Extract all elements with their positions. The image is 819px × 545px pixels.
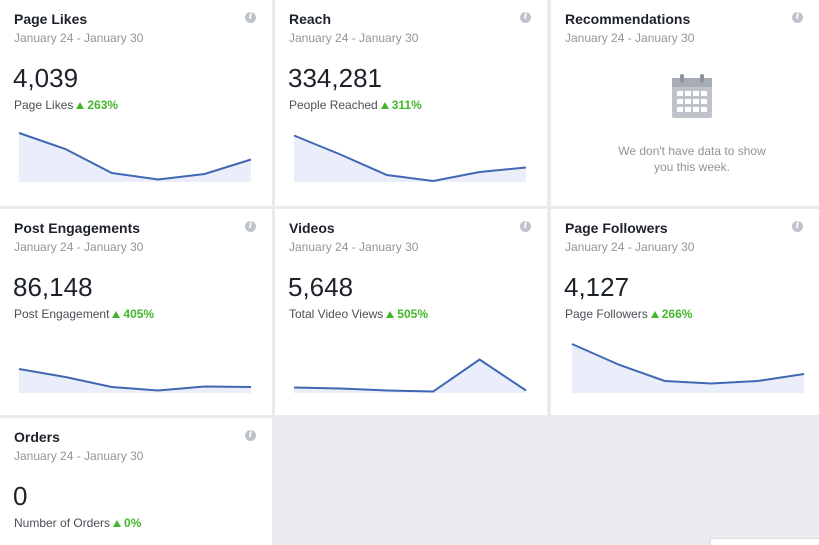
sparkline-line [571,343,805,385]
info-icon[interactable]: i [792,12,803,23]
card-sublabel: People Reached [289,98,378,112]
info-icon[interactable]: i [520,221,531,232]
up-triangle-icon [112,311,121,318]
card-delta: 266% [661,307,693,321]
info-icon[interactable]: i [245,12,256,23]
card-value: 4,039 [13,63,79,93]
sparkline-chart [571,343,805,393]
sparkline-area [294,135,526,182]
card-delta: 263% [87,98,119,112]
card-date-range: January 24 - January 30 [565,31,695,45]
card-value: 0 [13,481,28,511]
card-value: 5,648 [288,272,354,302]
empty-message: We don't have data to show you this week… [618,144,766,174]
info-icon[interactable]: i [245,430,256,441]
card-date-range: January 24 - January 30 [14,31,144,45]
sparkline-area [572,344,804,393]
info-icon[interactable]: i [520,12,531,23]
up-triangle-icon [386,311,395,318]
sparkline-chart [293,134,527,183]
card-title: Reach [289,11,332,27]
corner-panel [710,538,819,545]
card-date-range: January 24 - January 30 [14,449,144,463]
info-icon[interactable]: i [792,221,803,232]
card-delta: 405% [123,307,155,321]
card-videos[interactable]: Videos January 24 - January 30 i 5,648 T… [275,209,547,415]
up-triangle-icon [113,520,122,527]
card-date-range: January 24 - January 30 [14,240,144,254]
up-triangle-icon [380,102,389,109]
card-title: Post Engagements [14,220,141,236]
card-delta: 0% [124,516,142,530]
sparkline-line [293,134,527,183]
sparkline-line [18,132,252,181]
sparkline-line [18,368,252,392]
card-value: 86,148 [13,272,93,302]
card-title: Recommendations [565,11,691,27]
card-reach[interactable]: Reach January 24 - January 30 i 334,281 … [275,0,547,206]
card-sublabel: Post Engagement [14,307,110,321]
info-icon[interactable]: i [245,221,256,232]
up-triangle-icon [650,311,659,318]
card-title: Page Followers [565,220,668,236]
card-sublabel: Page Followers [565,307,648,321]
up-triangle-icon [76,102,85,109]
card-page-followers[interactable]: Page Followers January 24 - January 30 i… [551,209,819,415]
card-title: Page Likes [14,11,88,27]
sparkline-chart [18,368,252,393]
card-sublabel: Number of Orders [14,516,111,530]
card-title: Videos [289,220,335,236]
card-recommendations[interactable]: Recommendations January 24 - January 30 … [551,0,819,206]
card-delta: 311% [391,98,422,112]
card-post-engagements[interactable]: Post Engagements January 24 - January 30… [0,209,272,415]
card-date-range: January 24 - January 30 [565,240,695,254]
calendar-icon [671,72,713,125]
card-date-range: January 24 - January 30 [289,240,419,254]
card-page-likes[interactable]: Page Likes January 24 - January 30 i 4,0… [0,0,272,206]
card-sublabel-row: Number of Orders 0% [14,516,141,530]
card-value: 4,127 [564,272,630,302]
card-delta: 505% [397,307,428,321]
sparkline-chart [18,132,252,182]
sparkline-chart [293,358,527,393]
card-sublabel-row: People Reached 311% [289,98,422,112]
sparkline-area [19,133,251,182]
sparkline-line [293,358,527,393]
sparkline-area [19,369,251,393]
card-sublabel: Total Video Views [289,307,384,321]
card-sublabel-row: Post Engagement 405% [14,307,154,321]
card-value: 334,281 [288,63,382,93]
card-date-range: January 24 - January 30 [289,31,419,45]
card-sublabel-row: Page Likes 263% [14,98,118,112]
card-sublabel: Page Likes [14,98,74,112]
card-title: Orders [14,429,60,445]
card-orders[interactable]: Orders January 24 - January 30 i 0 Numbe… [0,418,272,545]
card-sublabel-row: Total Video Views 505% [289,307,428,321]
empty-state: We don't have data to show you this week… [551,72,819,175]
card-sublabel-row: Page Followers 266% [565,307,692,321]
